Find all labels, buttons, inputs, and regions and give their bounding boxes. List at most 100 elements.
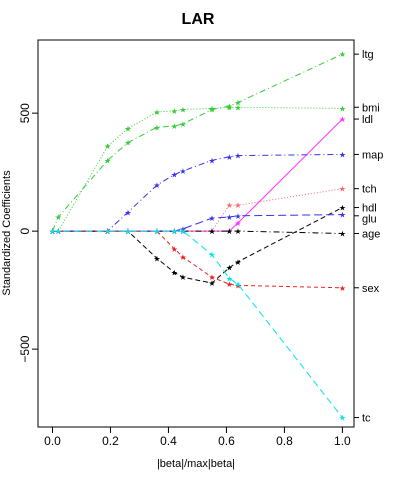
- point-marker: ★: [179, 120, 186, 129]
- variable-label-map: map: [362, 149, 383, 161]
- point-marker: ★: [339, 414, 346, 423]
- variable-label-glu: glu: [362, 214, 377, 226]
- point-marker: ★: [179, 273, 186, 282]
- plot-area-frame: [37, 39, 355, 428]
- point-marker: ★: [226, 227, 233, 236]
- point-marker: ★: [208, 227, 215, 236]
- point-marker: ★: [234, 99, 241, 108]
- point-marker: ★: [208, 156, 215, 165]
- series-line-hdl: [52, 207, 343, 284]
- point-marker: ★: [55, 213, 62, 222]
- chart-title: LAR: [182, 11, 215, 28]
- point-marker: ★: [104, 227, 111, 236]
- variable-label-ltg: ltg: [362, 49, 374, 61]
- point-marker: ★: [49, 227, 56, 236]
- point-marker: ★: [234, 103, 241, 112]
- point-marker: ★: [153, 108, 160, 117]
- point-marker: ★: [234, 281, 241, 290]
- point-marker: ★: [179, 106, 186, 115]
- point-marker: ★: [208, 106, 215, 115]
- point-marker: ★: [234, 201, 241, 210]
- point-marker: ★: [124, 125, 131, 134]
- point-marker: ★: [153, 254, 160, 263]
- x-tick-label: 0.0: [44, 434, 61, 448]
- x-tick-label: 0.4: [160, 434, 177, 448]
- point-marker: ★: [179, 225, 186, 234]
- point-marker: ★: [339, 115, 346, 124]
- series-hdl: ★★ ★ ★★★★★★★★: [49, 204, 346, 289]
- point-marker: ★: [226, 274, 233, 283]
- series-layer: ★★★★★ ★ ★★ ★ ★★★★★★★ ★ ★ ★ ★ ★ ★★★ ★ ★ ★ ★ ★ ★ ★★★★★ ★★★★ ★…: [49, 50, 346, 422]
- point-marker: ★: [55, 227, 62, 236]
- point-marker: ★: [179, 227, 186, 236]
- x-tick-label: 1.0: [334, 434, 351, 448]
- point-marker: ★: [171, 268, 178, 277]
- point-marker: ★: [179, 227, 186, 236]
- point-marker: ★: [226, 102, 233, 111]
- point-marker: ★: [171, 171, 178, 180]
- variable-label-hdl: hdl: [362, 203, 377, 215]
- point-marker: ★: [234, 227, 241, 236]
- variable-label-age: age: [362, 229, 380, 241]
- series-line-ldl: [52, 118, 343, 232]
- point-marker: ★: [208, 214, 215, 223]
- y-axis-label: Standardized Coefficients: [1, 170, 13, 296]
- series-bmi: ★★★★★ ★ ★ ★ ★ ★ ★: [49, 103, 346, 236]
- point-marker: ★: [234, 219, 241, 228]
- series-line-ltg: [52, 53, 343, 232]
- point-marker: ★: [208, 279, 215, 288]
- point-marker: ★: [171, 122, 178, 131]
- point-marker: ★: [104, 142, 111, 151]
- point-marker: ★: [124, 227, 131, 236]
- point-marker: ★: [208, 104, 215, 113]
- point-marker: ★: [226, 213, 233, 222]
- point-marker: ★: [226, 280, 233, 289]
- variable-label-ldl: ldl: [362, 114, 373, 126]
- series-ldl: ★★ ★ ★ ★ ★ ★ ★ ★★★: [49, 115, 346, 236]
- point-marker: ★: [234, 258, 241, 267]
- point-marker: ★: [234, 152, 241, 161]
- point-marker: ★: [339, 50, 346, 59]
- point-marker: ★: [179, 167, 186, 176]
- point-marker: ★: [153, 227, 160, 236]
- variable-label-tch: tch: [362, 184, 377, 196]
- point-marker: ★: [339, 230, 346, 239]
- point-marker: ★: [104, 156, 111, 165]
- point-marker: ★: [339, 204, 346, 213]
- series-line-bmi: [52, 106, 343, 232]
- point-marker: ★: [208, 273, 215, 282]
- point-marker: ★: [226, 227, 233, 236]
- point-marker: ★: [124, 139, 131, 148]
- x-tick-label: 0.6: [218, 434, 235, 448]
- series-line-tc: [52, 230, 343, 418]
- variable-label-bmi: bmi: [362, 102, 380, 114]
- x-tick-label: 0.2: [102, 434, 119, 448]
- y-tick-label: 0: [18, 227, 32, 234]
- x-axis: 0.0 0.2 0.4 0.6 0.8 1.0: [44, 426, 351, 448]
- point-marker: ★: [153, 181, 160, 190]
- variable-label-tc: tc: [362, 413, 371, 425]
- series-line-glu: [52, 214, 343, 232]
- series-sex: ★★ ★ ★ ★★★★★ ★ ★: [49, 227, 346, 293]
- series-line-tch: [52, 188, 343, 232]
- point-marker: ★: [234, 212, 241, 221]
- point-marker: ★: [339, 104, 346, 113]
- point-marker: ★: [339, 284, 346, 293]
- point-marker: ★: [171, 107, 178, 116]
- point-marker: ★: [124, 227, 131, 236]
- point-marker: ★: [124, 227, 131, 236]
- point-marker: ★: [226, 264, 233, 273]
- y-axis: −500 0 500: [18, 103, 38, 363]
- series-tc: ★★ ★ ★ ★ ★ ★★★★★: [49, 227, 346, 423]
- point-marker: ★: [226, 153, 233, 162]
- point-marker: ★: [153, 123, 160, 132]
- y-tick-label: 500: [18, 103, 32, 123]
- point-marker: ★: [234, 280, 241, 289]
- point-marker: ★: [179, 253, 186, 262]
- point-marker: ★: [339, 150, 346, 159]
- x-axis-label: |beta|/max|beta|: [157, 458, 235, 470]
- point-marker: ★: [124, 227, 131, 236]
- point-marker: ★: [226, 103, 233, 112]
- point-marker: ★: [339, 185, 346, 194]
- variable-label-sex: sex: [362, 283, 380, 295]
